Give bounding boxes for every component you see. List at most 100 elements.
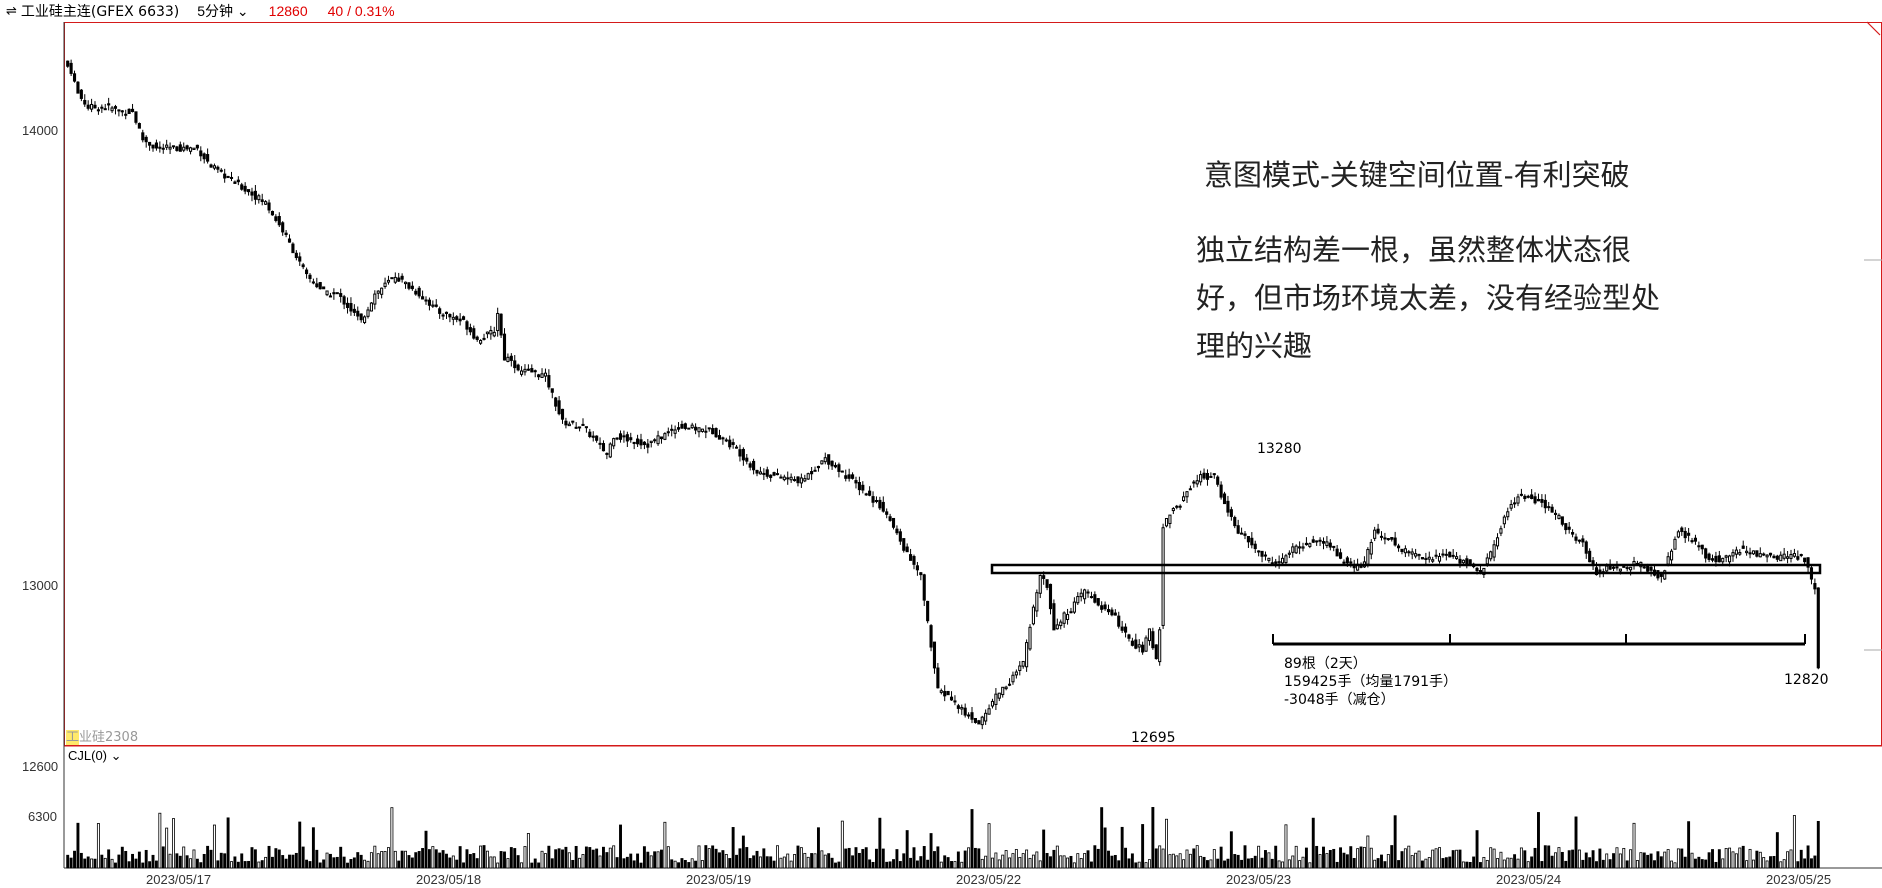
volume-bar-4	[79, 852, 83, 869]
candle-340	[1226, 495, 1230, 517]
candle-112	[448, 313, 452, 323]
candle-333	[1202, 468, 1206, 480]
candle-259	[949, 691, 954, 701]
volume-bar-286	[1042, 829, 1046, 869]
candle-497	[1762, 552, 1766, 557]
volume-bar-67	[294, 852, 298, 869]
volume-bar-34	[182, 846, 186, 869]
volume-bar-66	[291, 854, 295, 869]
candle-144	[557, 396, 561, 416]
volume-bar-459	[1632, 822, 1636, 869]
volume-bar-218	[810, 853, 814, 869]
candle-436	[1553, 509, 1558, 520]
candle-244	[898, 528, 902, 545]
volume-bar-271	[991, 857, 994, 869]
volume-bar-505	[1789, 849, 1793, 869]
candle-404	[1444, 548, 1448, 561]
candle-94	[386, 275, 391, 285]
candle-305	[1106, 604, 1111, 615]
volume-bar-444	[1581, 859, 1585, 869]
candle-126	[496, 307, 500, 337]
volume-bar-229	[847, 847, 851, 869]
volume-bar-479	[1700, 859, 1704, 869]
volume-bar-372	[1335, 861, 1339, 869]
candle-339	[1222, 491, 1227, 505]
chevron-down-icon: ⌄	[107, 748, 122, 763]
volume-bar-398	[1424, 858, 1428, 869]
candle-127	[499, 313, 503, 338]
volume-bar-11	[103, 857, 107, 869]
candle-260	[953, 695, 957, 706]
candle-482	[1710, 554, 1715, 563]
candle-134	[523, 364, 527, 376]
volume-bar-202	[755, 850, 759, 869]
volume-bar-35	[185, 855, 189, 869]
volume-bar-236	[871, 861, 875, 869]
volume-bar-456	[1622, 847, 1626, 869]
candle-211	[786, 471, 790, 485]
candle-420	[1499, 525, 1503, 537]
link-icon[interactable]: ⇌	[6, 3, 17, 18]
volume-bar-336	[1212, 849, 1216, 869]
candle-359	[1291, 543, 1295, 558]
volume-bar-453	[1612, 853, 1616, 869]
candle-33	[178, 141, 182, 152]
volume-bar-200	[748, 858, 752, 869]
volume-bar-39	[199, 862, 203, 869]
candle-502	[1779, 551, 1783, 562]
candle-369	[1325, 536, 1329, 549]
candle-7	[90, 98, 94, 113]
volume-bar-16	[120, 846, 124, 869]
volume-bar-168	[639, 862, 643, 869]
volume-bar-488	[1731, 851, 1735, 869]
volume-bar-403	[1441, 858, 1445, 869]
volume-bar-445	[1584, 852, 1588, 869]
volume-bar-61	[274, 848, 278, 869]
volume-bar-368	[1322, 846, 1325, 869]
candle-479	[1700, 544, 1704, 555]
volume-bar-300	[1089, 861, 1093, 869]
volume-bar-362	[1301, 856, 1305, 869]
period-selector[interactable]: 5分钟 ⌄	[197, 1, 248, 21]
volume-bar-172	[653, 851, 657, 869]
candle-394	[1410, 548, 1414, 560]
volume-bar-418	[1492, 848, 1496, 869]
volume-bar-247	[909, 857, 913, 869]
volume-bar-460	[1635, 860, 1639, 869]
contract-label: 工业硅2308	[66, 726, 138, 745]
candle-85	[356, 306, 360, 321]
candle-440	[1567, 522, 1571, 534]
candle-208	[775, 468, 780, 476]
volume-bar-199	[745, 847, 749, 869]
candle-196	[734, 444, 739, 449]
candle-164	[625, 431, 629, 447]
candle-93	[383, 277, 387, 289]
volume-bar-493	[1748, 848, 1752, 869]
volume-bar-278	[1014, 849, 1018, 869]
candle-508	[1799, 553, 1803, 558]
candle-362	[1301, 542, 1305, 552]
volume-bar-348	[1253, 855, 1257, 869]
volume-bar-171	[649, 855, 653, 869]
volume-bar-24	[148, 861, 152, 869]
volume-bar-415	[1482, 856, 1486, 869]
indicator-selector[interactable]: CJL(0) ⌄	[68, 748, 122, 764]
volume-bar-165	[629, 853, 633, 869]
volume-bar-270	[987, 823, 991, 869]
volume-bar-361	[1298, 860, 1302, 869]
volume-bar-463	[1646, 854, 1650, 869]
candle-239	[881, 496, 885, 513]
volume-bar-222	[823, 854, 827, 869]
candle-390	[1397, 543, 1401, 552]
candle-152	[584, 426, 588, 433]
volume-bar-217	[806, 856, 810, 869]
last-price: 12860	[268, 3, 308, 19]
candle-480	[1704, 547, 1708, 563]
candle-155	[595, 435, 599, 443]
candle-114	[455, 315, 459, 323]
volume-bar-108	[434, 849, 438, 869]
candle-129	[506, 353, 510, 363]
volume-bar-188	[707, 848, 711, 869]
volume-bar-246	[905, 830, 909, 869]
